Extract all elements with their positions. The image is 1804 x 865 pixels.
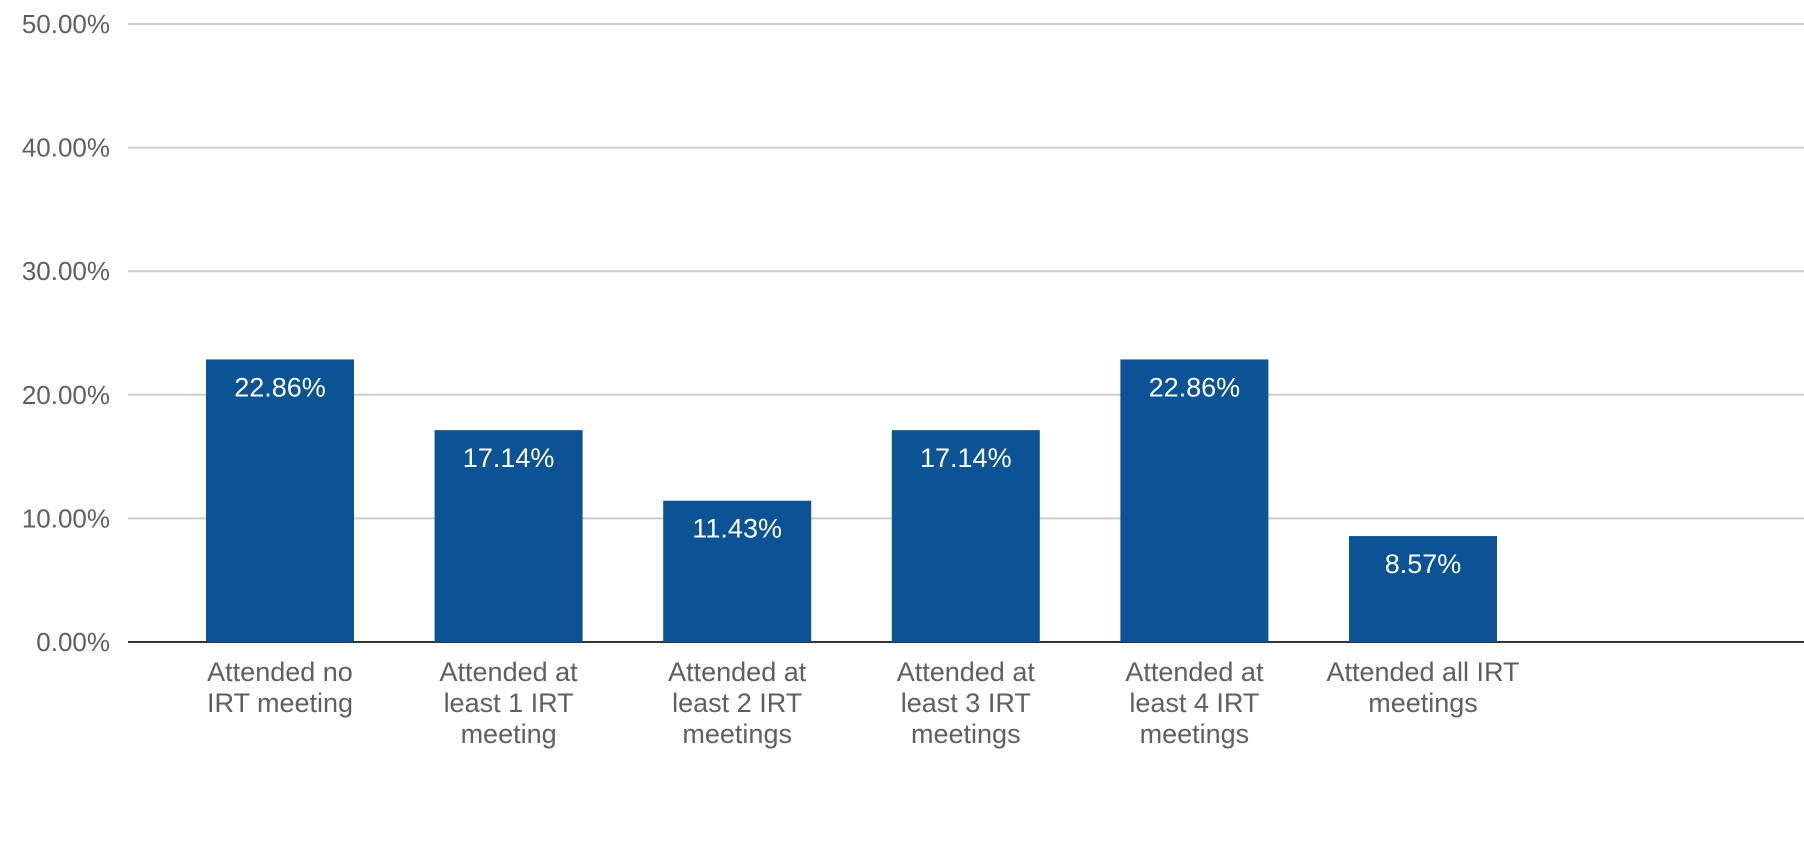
x-category-label: Attended at least 3 IRT meetings [897, 657, 1036, 749]
x-category-label: Attended at least 4 IRT meetings [1125, 657, 1264, 749]
x-category-label: Attended no IRT meeting [207, 657, 353, 718]
y-tick-label: 30.00% [22, 256, 110, 286]
data-label: 17.14% [920, 443, 1012, 473]
x-category-label: Attended at least 2 IRT meetings [668, 657, 807, 749]
data-label: 17.14% [463, 443, 555, 473]
y-axis-ticks: 0.00% 10.00% 20.00% 30.00% 40.00% 50.00% [22, 9, 110, 657]
data-label: 22.86% [234, 372, 326, 402]
data-label: 22.86% [1149, 372, 1241, 402]
bars [206, 359, 1497, 642]
bar [663, 500, 812, 642]
y-tick-label: 40.00% [22, 133, 110, 163]
x-category-label-line: least 3 IRT [901, 688, 1031, 718]
bar [891, 430, 1040, 642]
x-category-label-line: IRT meeting [207, 688, 353, 718]
x-category-label-line: Attended at [440, 657, 579, 687]
bar [206, 359, 354, 642]
x-category-label-line: meetings [682, 719, 792, 749]
x-category-label-line: meetings [1140, 719, 1250, 749]
bar [1349, 536, 1497, 642]
x-category-label-line: Attended no [207, 657, 353, 687]
x-category-label-line: least 4 IRT [1129, 688, 1259, 718]
x-category-label-line: meetings [911, 719, 1021, 749]
data-label: 11.43% [692, 514, 782, 544]
x-category-label-line: least 2 IRT [672, 688, 802, 718]
y-tick-label: 20.00% [22, 380, 110, 410]
x-category-label-line: Attended at [1125, 657, 1264, 687]
x-category-label: Attended all IRT meetings [1326, 657, 1519, 718]
y-tick-label: 0.00% [36, 627, 110, 657]
x-category-label-line: meeting [461, 719, 557, 749]
x-category-label-line: Attended at [668, 657, 807, 687]
bar [434, 430, 583, 642]
data-labels: 22.86% 17.14% 11.43% 17.14% 22.86% 8.57% [234, 372, 1461, 579]
y-tick-label: 50.00% [22, 9, 110, 39]
data-label: 8.57% [1385, 549, 1462, 579]
x-category-label-line: least 1 IRT [444, 688, 574, 718]
bar [1120, 359, 1269, 642]
x-category-label-line: meetings [1368, 688, 1478, 718]
x-category-label-line: Attended all IRT [1326, 657, 1519, 687]
x-category-label-line: Attended at [897, 657, 1036, 687]
x-category-label: Attended at least 1 IRT meeting [440, 657, 579, 749]
y-tick-label: 10.00% [22, 503, 110, 533]
